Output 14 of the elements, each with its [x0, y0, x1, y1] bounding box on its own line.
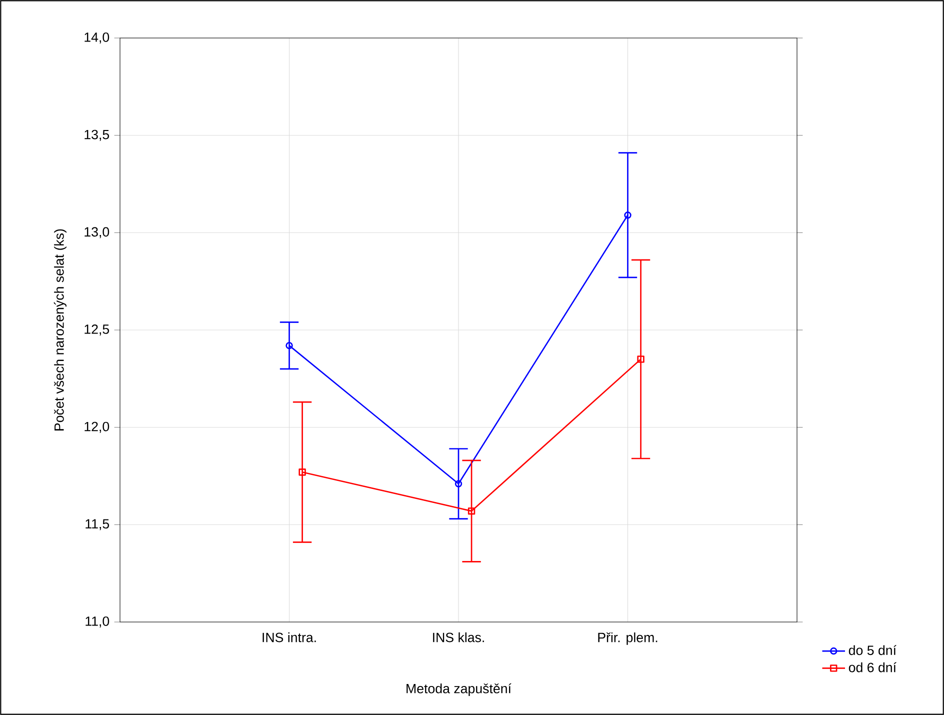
y-tick-label: 11,0	[86, 616, 110, 628]
x-tick-label: Přir. plem.	[598, 632, 658, 645]
y-tick-label: 14,0	[84, 32, 110, 44]
y-tick-label: 12,0	[84, 422, 110, 433]
y-tick-label: 13,0	[84, 227, 110, 238]
x-axis-title: Metoda zapuštění	[406, 683, 512, 696]
legend-label: od 6 dní	[848, 662, 896, 672]
y-tick-label: 13,5	[84, 130, 110, 141]
y-axis-title: Počet všech narozených selat (ks)	[54, 229, 66, 430]
x-tick-label: INS intra.	[262, 632, 316, 642]
x-tick-label: INS klas.	[433, 632, 484, 642]
y-tick-label: 12,5	[84, 324, 110, 336]
legend-label: do 5 dní	[848, 645, 896, 656]
y-tick-label: 11,5	[86, 519, 110, 530]
